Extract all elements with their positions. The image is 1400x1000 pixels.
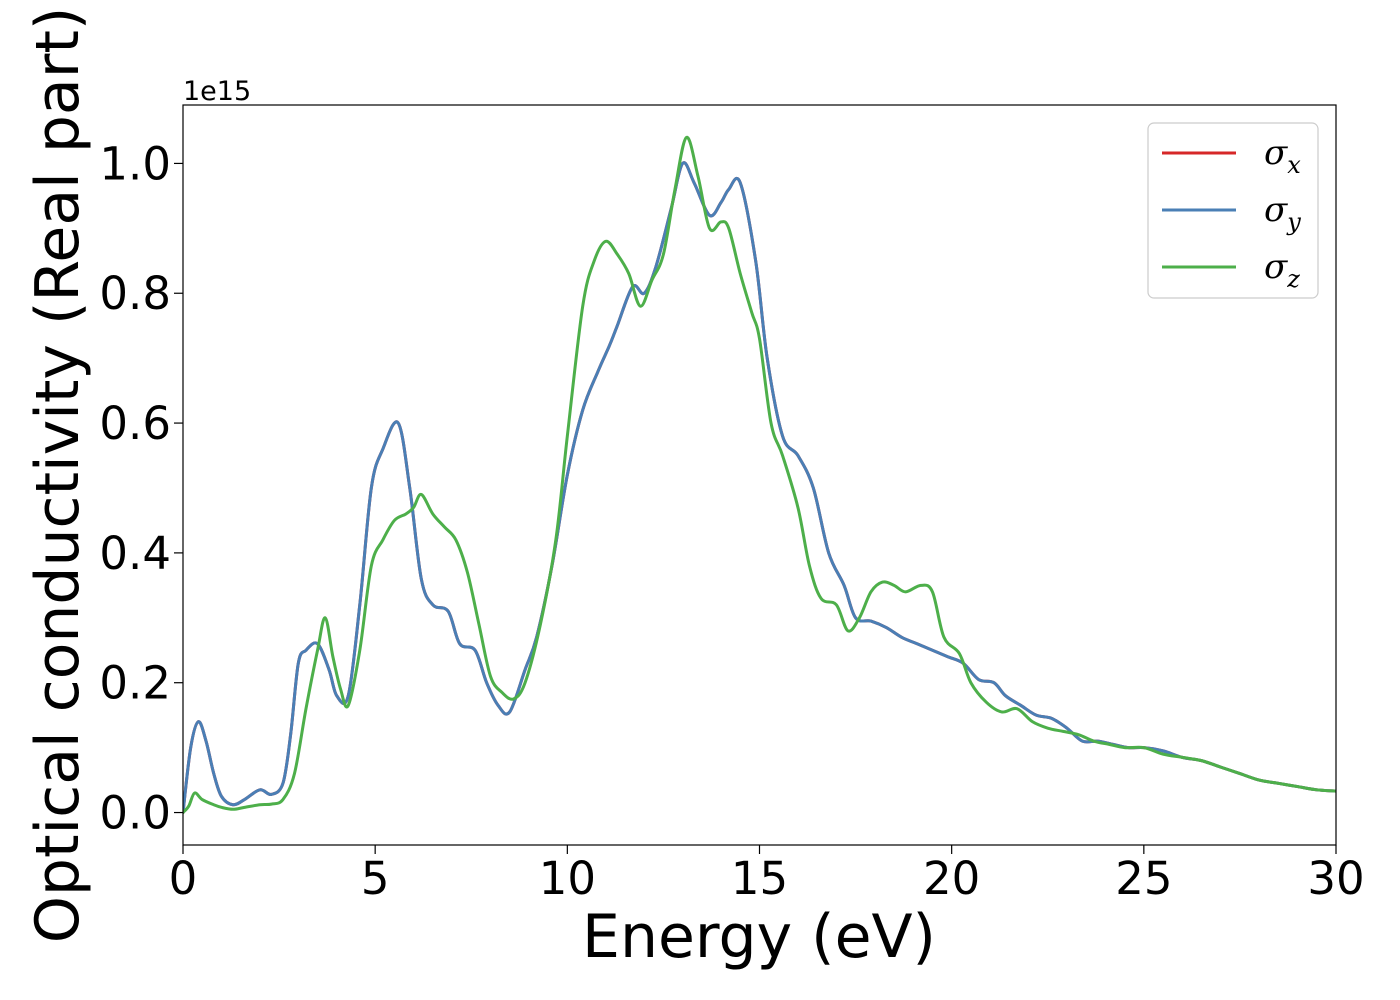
- x-tick-label: 5: [361, 852, 390, 905]
- legend-label-base: σ: [1264, 247, 1288, 287]
- y-tick-label: 0.4: [99, 527, 171, 580]
- legend-label-base: σ: [1264, 133, 1288, 173]
- y-axis-title: Optical conductivity (Real part): [23, 7, 93, 944]
- y-tick-label: 0.6: [99, 397, 171, 450]
- y-tick-label: 0.8: [99, 267, 171, 320]
- x-axis-title: Energy (eV): [582, 902, 936, 972]
- legend-label-y: σy: [1264, 190, 1301, 236]
- legend-label-z: σz: [1264, 247, 1300, 293]
- series-layer: [183, 135, 1336, 815]
- x-tick-label: 10: [539, 852, 596, 905]
- x-tick-label: 0: [169, 852, 198, 905]
- series-line-z: [183, 135, 1336, 815]
- legend-label-subscript: x: [1287, 151, 1301, 179]
- legend-label-subscript: y: [1286, 208, 1301, 236]
- x-tick-label: 30: [1307, 852, 1364, 905]
- legend-label-subscript: z: [1286, 265, 1300, 293]
- y-axis: 0.0 0.2 0.4 0.6 0.8 1.0: [99, 137, 183, 840]
- y-tick-label: 0.2: [99, 657, 171, 710]
- x-axis: 0 5 10 15 20 25 30: [169, 845, 1365, 905]
- x-tick-label: 25: [1115, 852, 1172, 905]
- y-tick-label: 1.0: [99, 137, 171, 190]
- y-offset-label: 1e15: [183, 76, 251, 107]
- y-tick-label: 0.0: [99, 787, 171, 840]
- x-tick-label: 20: [923, 852, 980, 905]
- legend-label-x: σx: [1264, 133, 1301, 179]
- x-tick-label: 15: [731, 852, 788, 905]
- legend-label-base: σ: [1264, 190, 1288, 230]
